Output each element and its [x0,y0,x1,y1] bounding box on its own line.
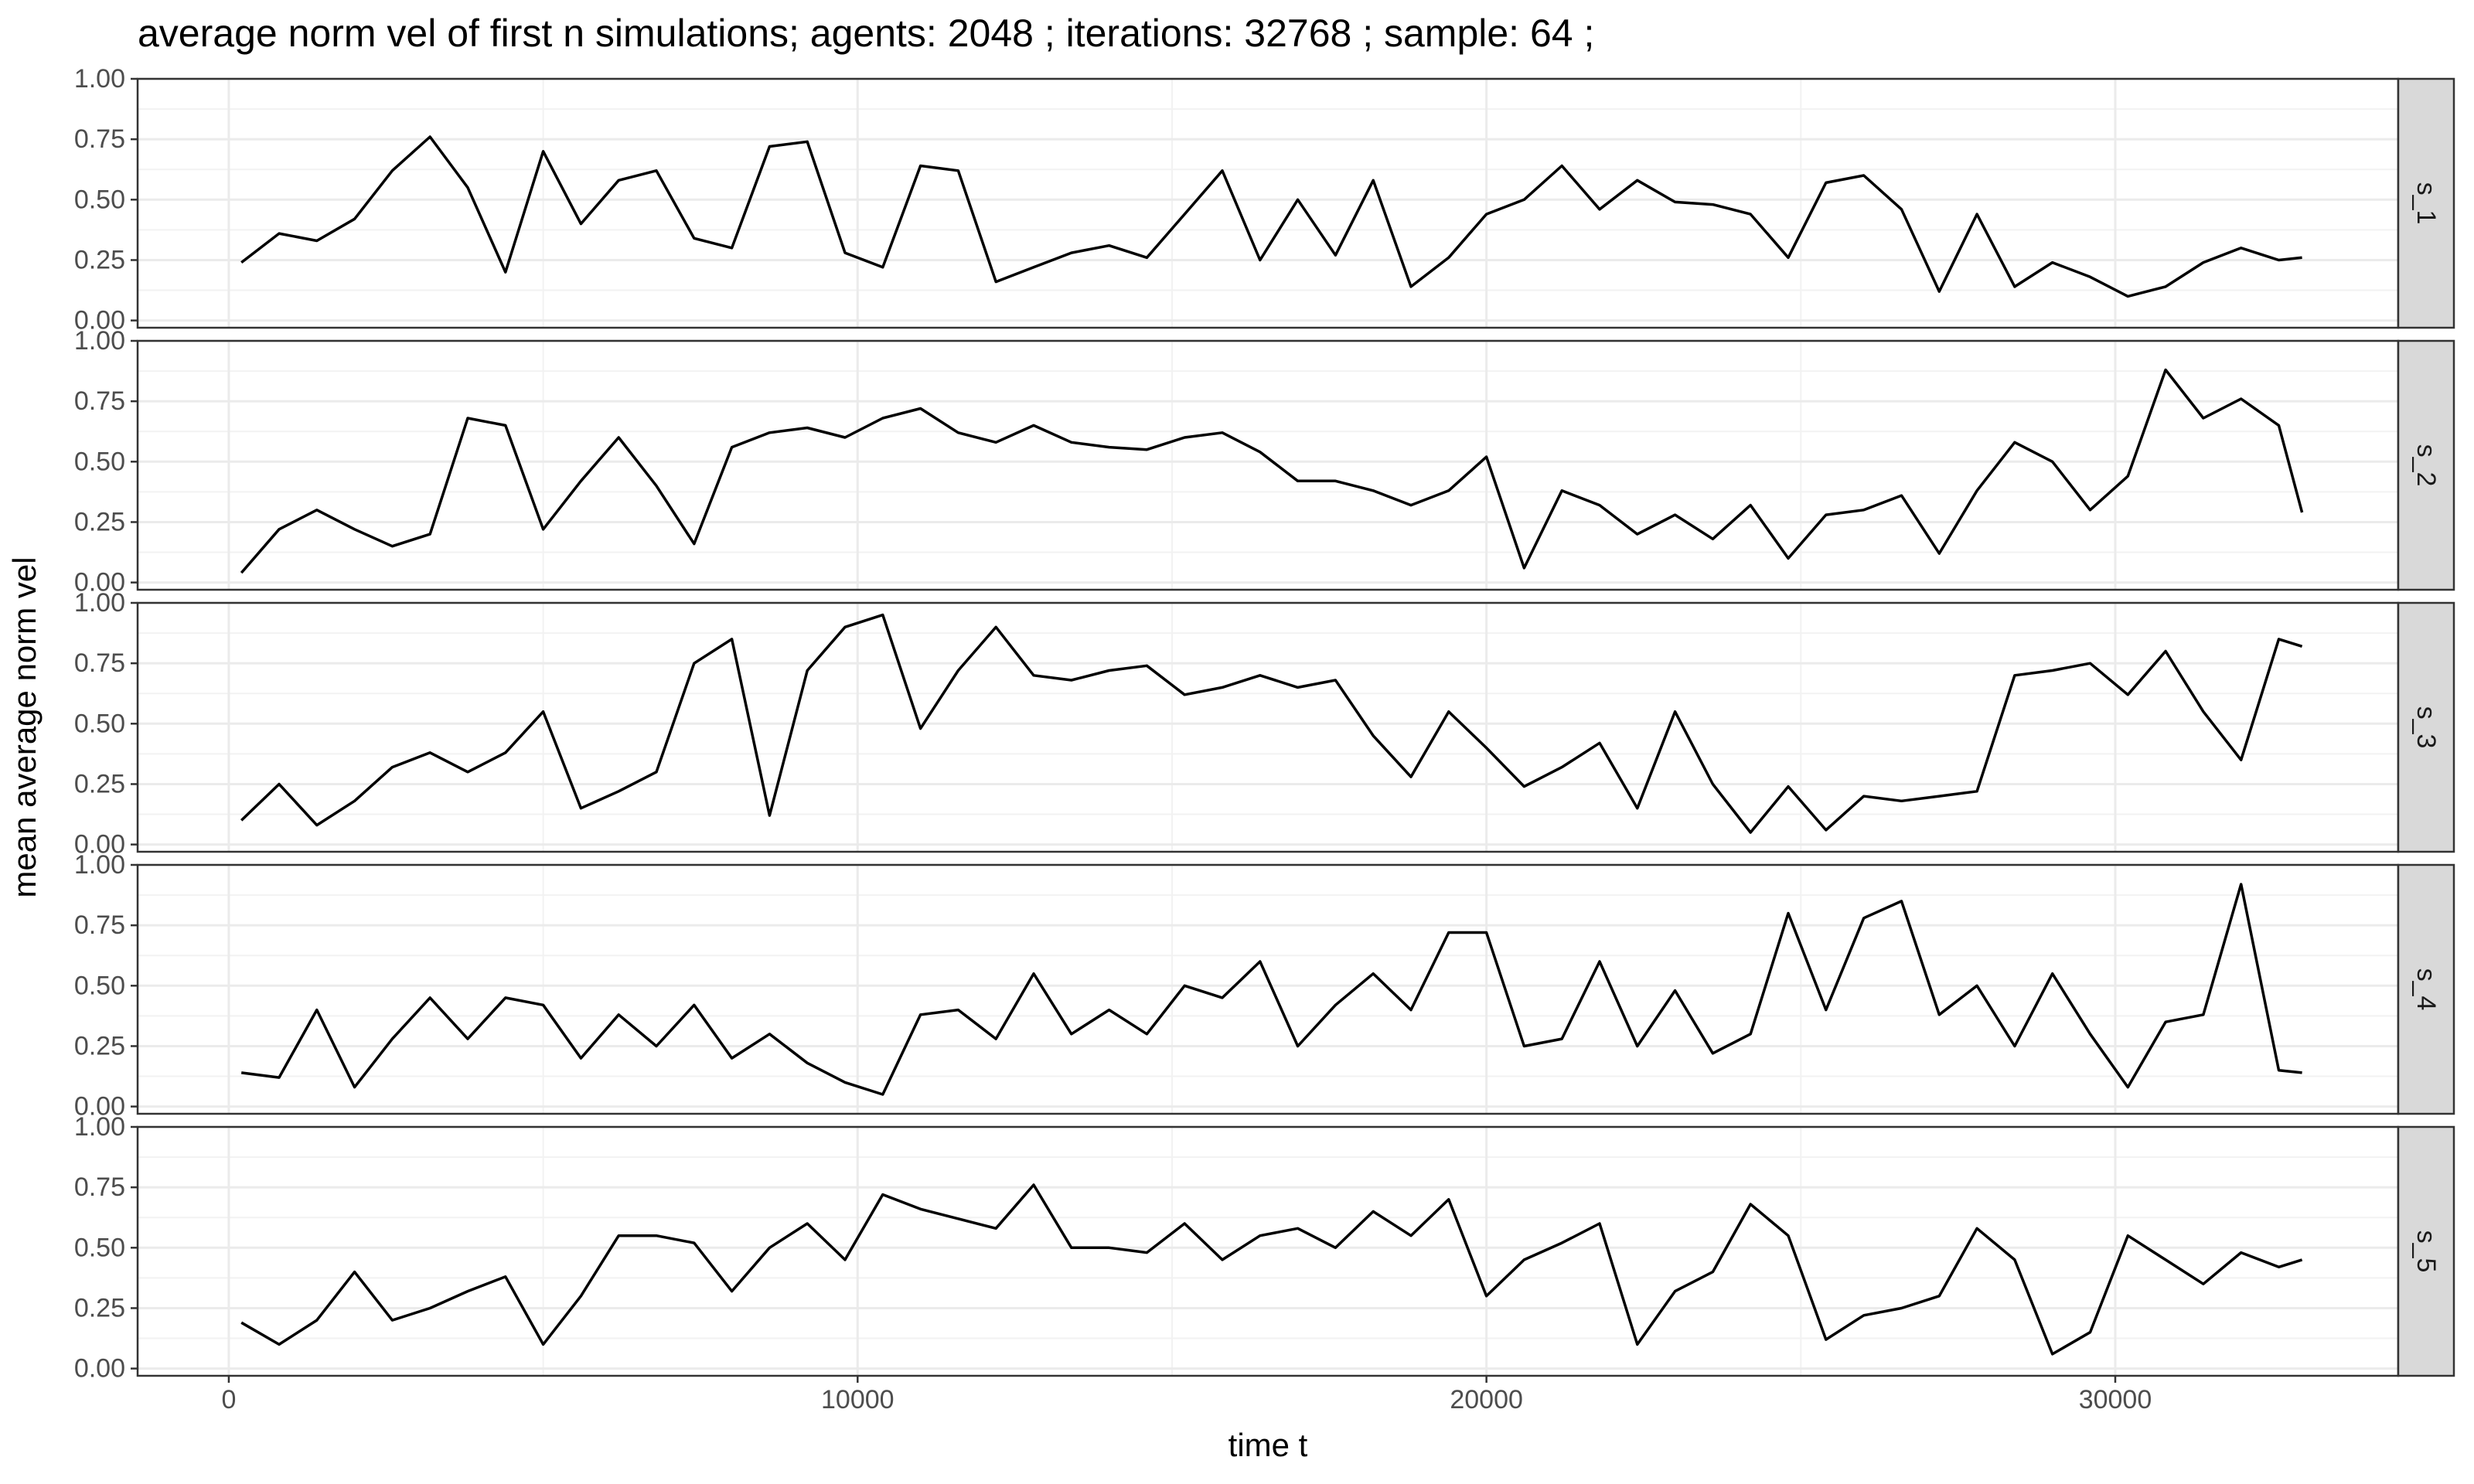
facet-strip-s_2 [2397,339,2455,591]
y-tick-label: 0.00 [74,830,125,859]
panels: s_1 0.00 0.25 0.50 0.75 1.00 s_2 0.00 0.25 0.50 0.… [74,64,2455,1384]
facet-label: s_2 [2411,444,2441,487]
y-tick-label: 0.25 [74,1031,125,1060]
y-tick-label: 1.00 [74,326,125,356]
y-tick-label: 0.00 [74,306,125,335]
y-tick-label: 0.75 [74,910,125,940]
series-line-s_4 [240,883,2302,1096]
facet-label: s_5 [2411,1230,2441,1273]
y-tick-label: 0.00 [74,1092,125,1122]
series-line-s_2 [240,368,2304,574]
panel-s_4: s_4 0.00 0.25 0.50 0.75 1.00 [74,850,2455,1122]
series-line-s_1 [240,135,2302,298]
y-tick-label: 0.75 [74,648,125,678]
x-tick-label: 20000 [1450,1385,1523,1414]
y-tick-label: 0.50 [74,447,125,476]
y-tick-label: 0.25 [74,507,125,536]
series-line-s_3 [240,613,2303,834]
x-tick-label: 0 [221,1385,236,1414]
y-tick-label: 0.00 [74,1354,125,1384]
y-tick-label: 1.00 [74,1112,125,1142]
y-tick-label: 0.25 [74,245,125,274]
y-tick-label: 0.25 [74,769,125,798]
y-tick-label: 0.00 [74,568,125,597]
y-tick-label: 0.50 [74,1233,125,1262]
y-tick-label: 0.25 [74,1293,125,1322]
chart-title: average norm vel of first n simulations;… [138,12,1594,55]
y-tick-label: 1.00 [74,588,125,618]
y-axis-title: mean average norm vel [6,556,43,897]
facet-strip-s_5 [2397,1125,2455,1377]
series-line-s_5 [240,1183,2303,1356]
y-tick-label: 0.75 [74,124,125,154]
facet-label: s_3 [2411,706,2441,749]
y-tick-label: 1.00 [74,64,125,94]
facet-strip-s_1 [2397,77,2455,329]
y-tick-label: 1.00 [74,850,125,880]
y-tick-label: 0.50 [74,709,125,738]
x-tick-label: 10000 [821,1385,895,1414]
y-tick-label: 0.75 [74,1173,125,1202]
y-tick-label: 0.50 [74,185,125,214]
facet-label: s_4 [2411,968,2441,1011]
x-axis-title: time t [1228,1427,1308,1463]
facet-label: s_1 [2411,182,2441,225]
panel-s_5: s_5 0.00 0.25 0.50 0.75 1.00 [74,1112,2455,1384]
panel-s_2: s_2 0.00 0.25 0.50 0.75 1.00 [74,326,2455,597]
x-tick-label: 30000 [2079,1385,2152,1414]
facet-strip-s_4 [2397,863,2455,1115]
facet-strip-s_3 [2397,601,2455,853]
x-axis: 0 10000 20000 30000 [221,1376,2152,1414]
panel-s_3: s_3 0.00 0.25 0.50 0.75 1.00 [74,588,2455,859]
y-tick-label: 0.75 [74,386,125,416]
y-tick-label: 0.50 [74,971,125,1000]
panel-s_1: s_1 0.00 0.25 0.50 0.75 1.00 [74,64,2455,335]
